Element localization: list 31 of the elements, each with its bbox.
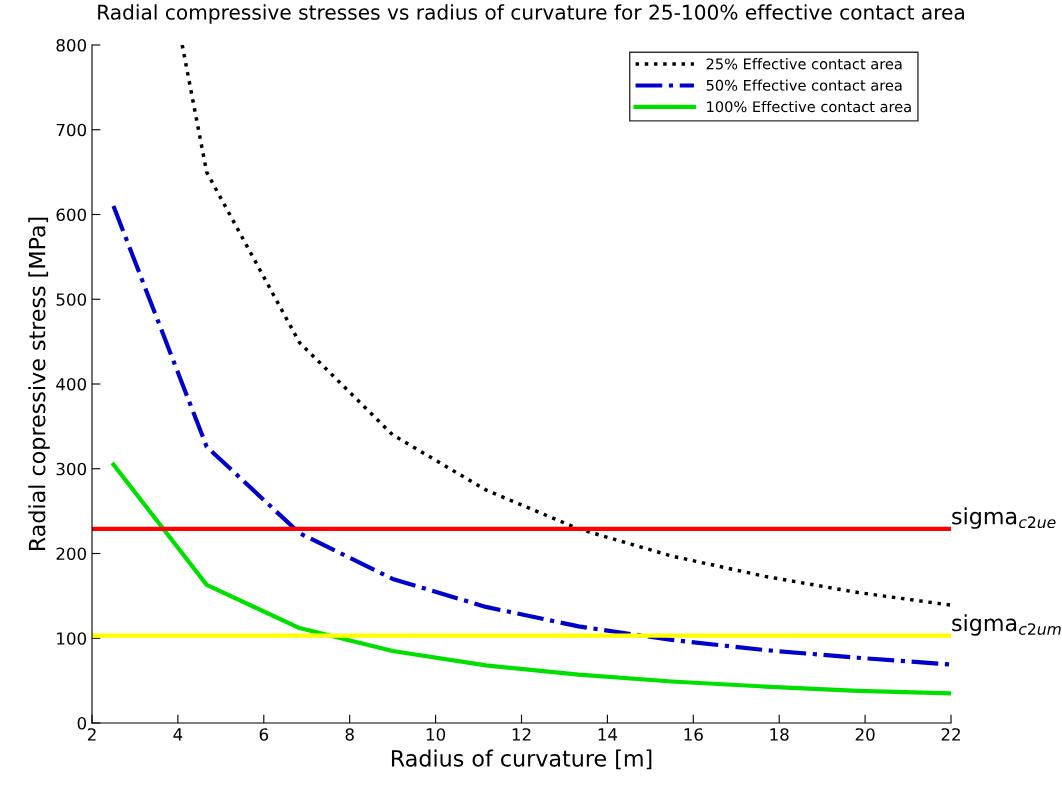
y-tick-label: 200 bbox=[56, 547, 87, 561]
y-tick-label: 600 bbox=[56, 208, 87, 222]
x-tick-label: 14 bbox=[598, 728, 618, 741]
legend-label: 25% Effective contact area bbox=[706, 58, 902, 70]
y-tick-label: 0 bbox=[77, 716, 87, 730]
y-tick-label: 700 bbox=[56, 123, 87, 137]
legend-label: 100% Effective contact area bbox=[707, 100, 911, 113]
chart-title: Radial compressive stresses vs radius of curvature for 25-100% effective contact area bbox=[98, 4, 964, 24]
line-series bbox=[111, 203, 951, 667]
y-tick-label: 400 bbox=[56, 377, 87, 391]
y-tick-label: 800 bbox=[56, 38, 87, 52]
y-axis-title: Radial copressive stress [MPa] bbox=[28, 217, 50, 551]
x-tick-label: 18 bbox=[770, 728, 789, 741]
x-tick-label: 4 bbox=[173, 728, 183, 741]
ref-line-label: sigma$_{c2ue}$ bbox=[952, 507, 1056, 529]
x-tick-label: 8 bbox=[345, 728, 354, 741]
ref-line-label: sigma$_{c2um}$ bbox=[952, 614, 1061, 636]
x-tick-label: 12 bbox=[512, 728, 531, 741]
y-tick-label: 300 bbox=[56, 462, 87, 476]
x-tick-label: 16 bbox=[684, 728, 703, 741]
y-tick-label: 100 bbox=[57, 632, 87, 645]
x-tick-label: 2 bbox=[87, 728, 96, 741]
line-series bbox=[180, 45, 951, 607]
y-tick-label: 500 bbox=[56, 293, 87, 306]
x-tick-label: 20 bbox=[855, 728, 875, 741]
x-tick-label: 10 bbox=[426, 728, 446, 741]
x-tick-label: 22 bbox=[941, 728, 960, 741]
line-series bbox=[111, 462, 951, 696]
x-tick-label: 6 bbox=[259, 728, 269, 741]
x-axis-title: Radius of curvature [m] bbox=[391, 749, 652, 770]
legend-label: 50% Effective contact area bbox=[706, 79, 902, 91]
